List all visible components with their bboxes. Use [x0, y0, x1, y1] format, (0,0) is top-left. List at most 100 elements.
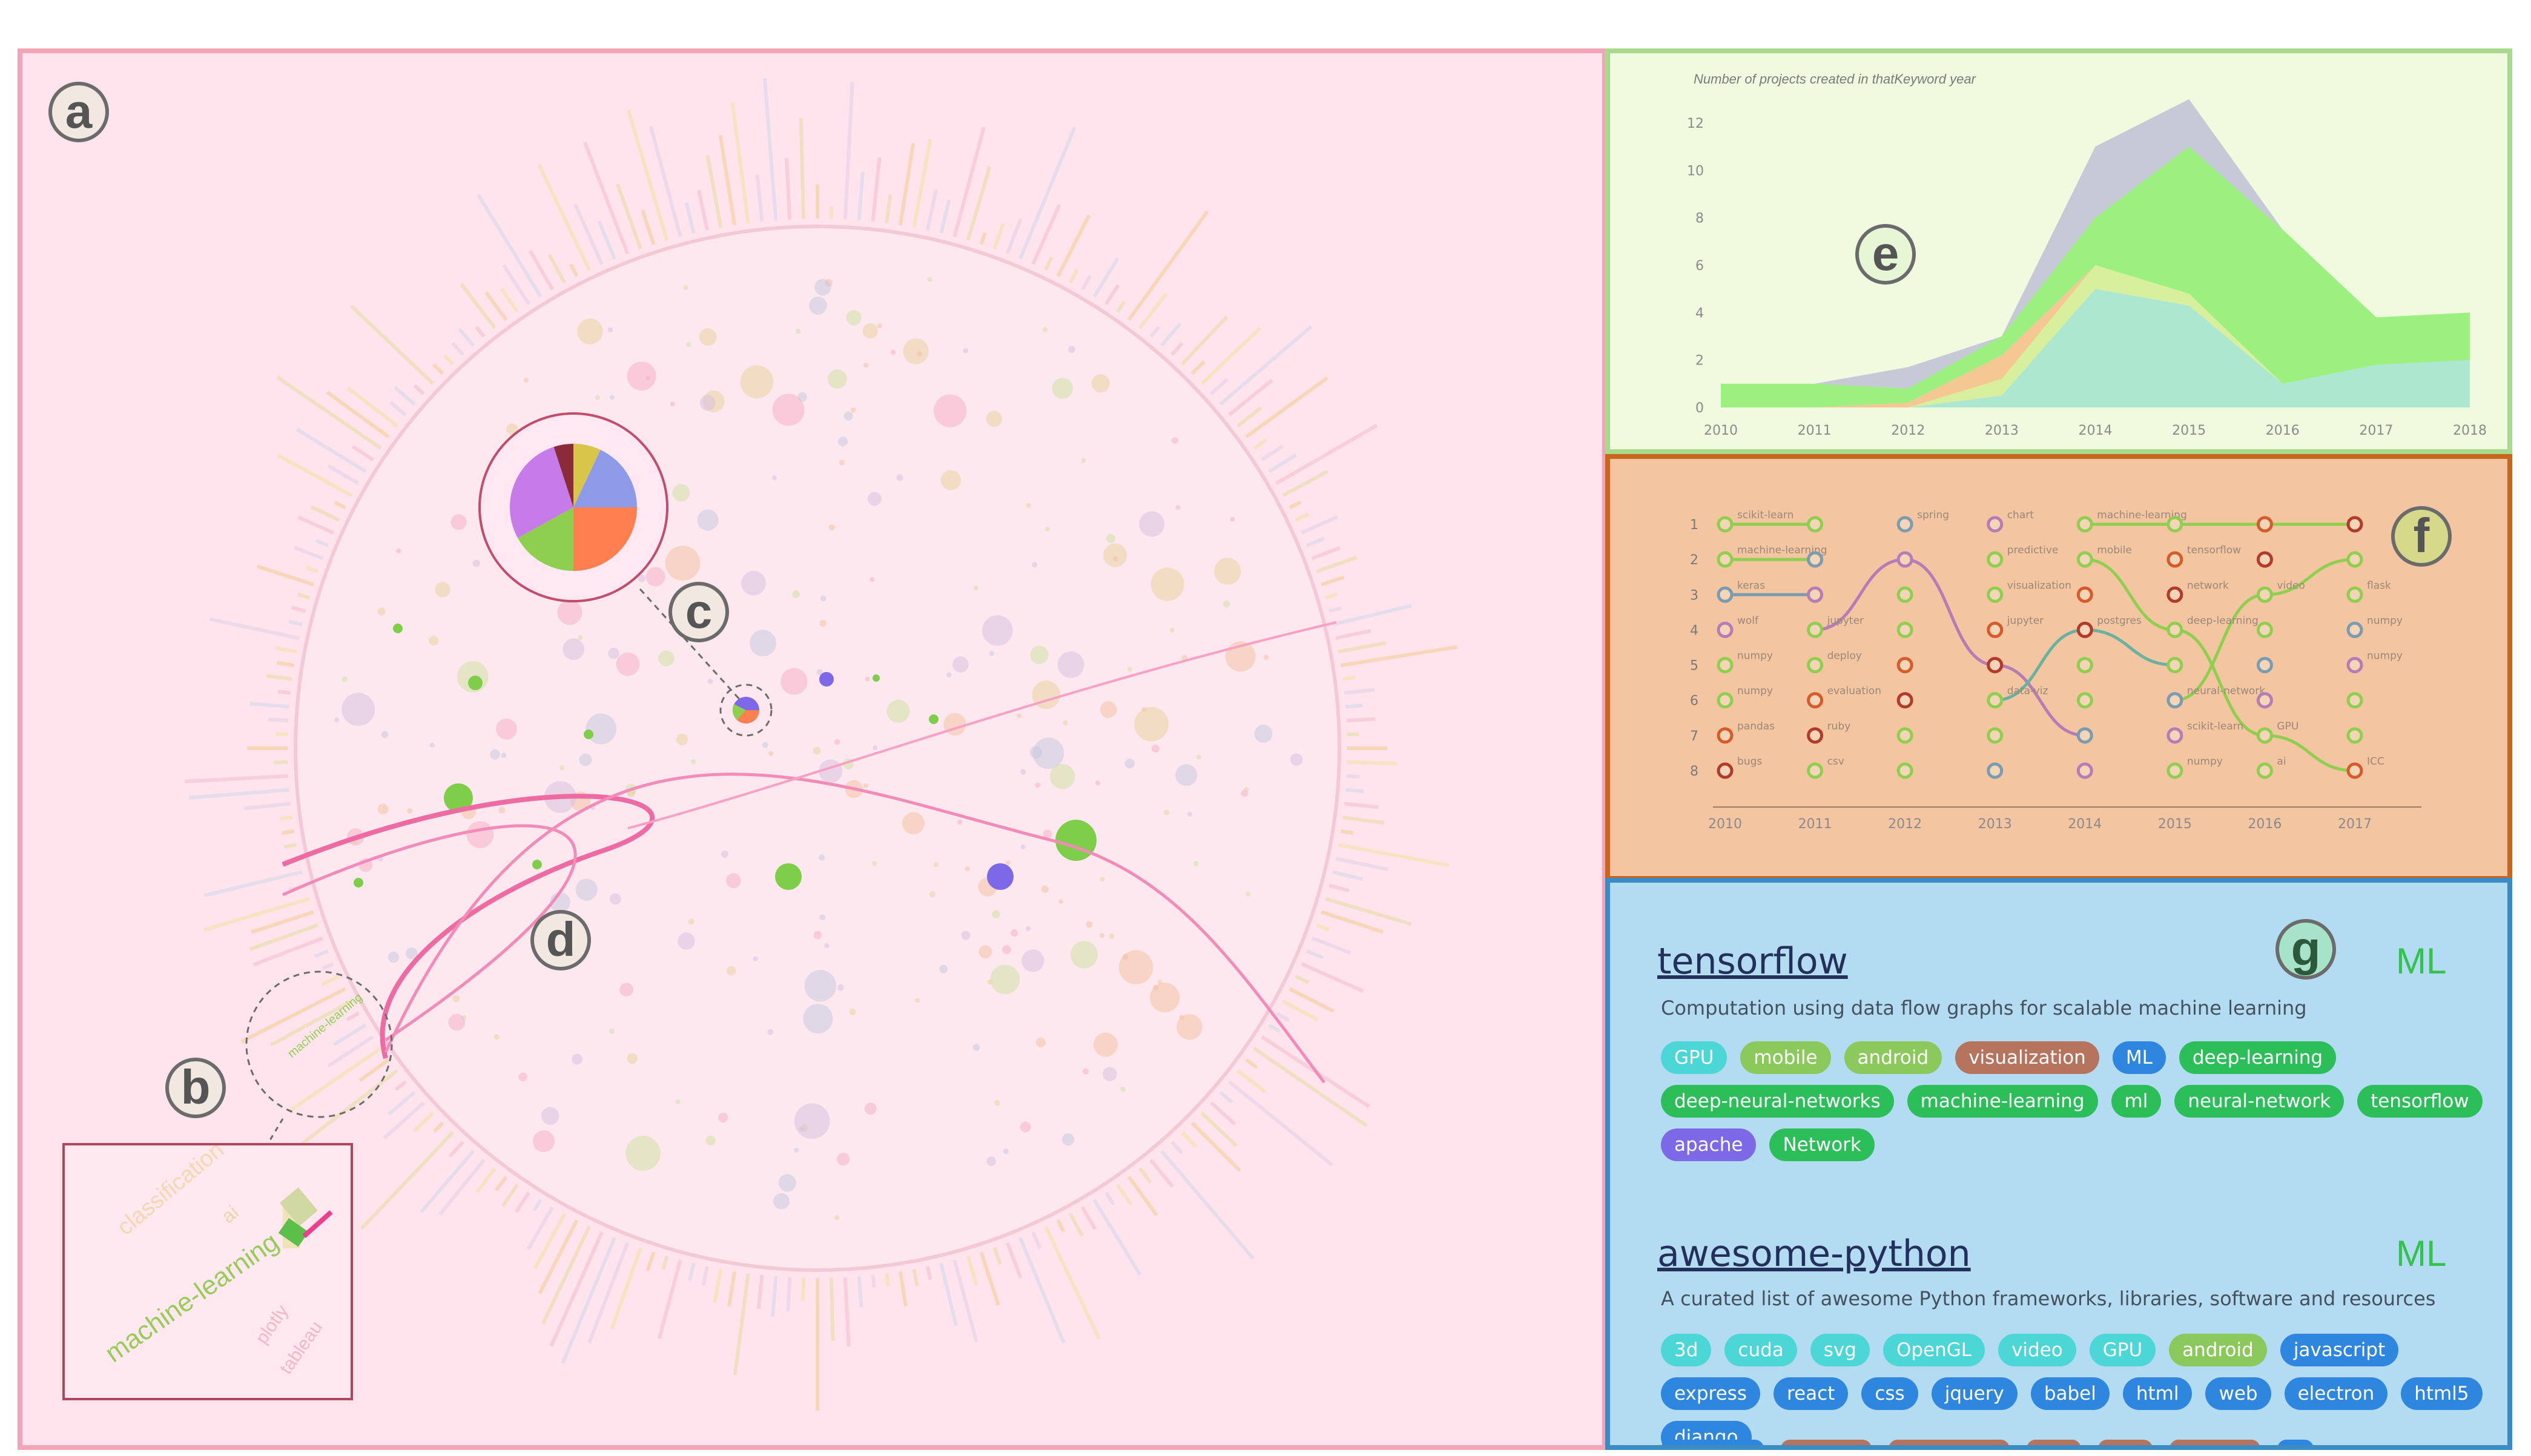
rank-node[interactable] — [2166, 657, 2183, 674]
project-bubble[interactable] — [824, 943, 830, 948]
project-bubble[interactable] — [1021, 949, 1044, 972]
project-bubble[interactable] — [795, 328, 801, 334]
project-bubble[interactable] — [429, 636, 439, 646]
keyword-tag[interactable]: html5 — [2401, 1377, 2483, 1410]
keyword-tag[interactable]: babel — [2030, 1377, 2110, 1410]
keyword-tag[interactable]: GPU — [1661, 1041, 1727, 1074]
rank-node[interactable] — [2076, 586, 2093, 603]
project-bubble[interactable] — [435, 582, 450, 598]
project-bubble[interactable] — [989, 651, 994, 656]
rank-node[interactable] — [1896, 692, 1913, 709]
rank-node[interactable] — [1896, 657, 1913, 674]
area-series[interactable] — [1721, 99, 2470, 389]
rank-node[interactable] — [1987, 657, 2004, 674]
rank-node[interactable] — [1717, 516, 1734, 533]
project-bubble[interactable] — [501, 753, 507, 758]
project-bubble[interactable] — [872, 861, 877, 866]
project-bubble[interactable] — [990, 964, 1020, 995]
rank-node[interactable] — [1717, 762, 1734, 779]
rank-node[interactable] — [1807, 586, 1824, 603]
project-bubble[interactable] — [1095, 780, 1100, 786]
rank-node[interactable] — [2076, 727, 2093, 744]
project-bubble[interactable] — [1230, 516, 1235, 522]
project-bubble[interactable] — [1081, 458, 1086, 463]
project-bubble[interactable] — [342, 693, 375, 726]
project-bubble[interactable] — [1139, 511, 1165, 537]
project-bubble[interactable] — [929, 891, 936, 897]
bump-chart[interactable]: 1 2 3 4 5 6 7 8 2010 2011 2012 2013 2014 2015 2016 2017… — [1610, 459, 2512, 881]
project-bubble[interactable] — [1171, 437, 1178, 444]
keyword-tag[interactable]: neural-network — [2174, 1085, 2345, 1118]
pie-slice[interactable] — [510, 447, 573, 538]
keyword-tag[interactable]: web — [2205, 1377, 2271, 1410]
project-bubble[interactable] — [1041, 885, 1049, 893]
rank-node[interactable] — [1896, 621, 1913, 638]
project-bubble[interactable] — [939, 964, 948, 973]
rank-node[interactable] — [2166, 762, 2183, 779]
project-bubble[interactable] — [1020, 769, 1026, 775]
project-bubble[interactable] — [448, 1013, 466, 1031]
rank-node[interactable] — [1807, 516, 1824, 533]
project-bubble[interactable] — [863, 783, 869, 788]
project-bubble[interactable] — [607, 327, 613, 332]
project-bubble[interactable] — [472, 559, 480, 567]
project-bubble[interactable] — [578, 635, 583, 641]
project-bubble[interactable] — [532, 1130, 555, 1153]
rank-node[interactable] — [2256, 551, 2273, 568]
project-bubble[interactable] — [616, 652, 640, 676]
project-bubble[interactable] — [794, 1103, 830, 1139]
repo-name-link[interactable]: tensorflow — [1657, 940, 1848, 983]
project-bubble[interactable] — [1176, 1014, 1203, 1040]
keyword-bubble[interactable] — [873, 674, 880, 682]
project-bubble[interactable] — [839, 460, 845, 466]
rank-node[interactable] — [2346, 762, 2363, 779]
project-bubble[interactable] — [803, 1004, 833, 1033]
project-bubble[interactable] — [718, 1112, 728, 1123]
project-bubble[interactable] — [1049, 763, 1075, 789]
project-bubble[interactable] — [1290, 753, 1303, 766]
project-bubble[interactable] — [675, 1099, 681, 1104]
rank-node[interactable] — [2166, 621, 2183, 638]
project-bubble[interactable] — [986, 1156, 996, 1166]
project-bubble[interactable] — [595, 395, 601, 400]
project-bubble[interactable] — [867, 492, 882, 506]
rank-node[interactable] — [1807, 762, 1824, 779]
rank-node[interactable] — [2346, 586, 2363, 603]
rank-node[interactable] — [1896, 551, 1913, 568]
project-bubble[interactable] — [1035, 1037, 1046, 1047]
rank-node[interactable] — [1896, 586, 1913, 603]
project-bubble[interactable] — [1100, 877, 1105, 882]
keyword-tag[interactable]: android — [1844, 1041, 1942, 1074]
project-bubble[interactable] — [699, 395, 716, 411]
rank-node[interactable] — [1807, 621, 1824, 638]
project-bubble[interactable] — [726, 966, 736, 976]
project-bubble[interactable] — [864, 1102, 877, 1115]
keyword-tag[interactable]: machine-learning — [1907, 1085, 2098, 1118]
project-bubble[interactable] — [1103, 543, 1127, 567]
project-bubble[interactable] — [946, 672, 952, 678]
selected-node-pie[interactable] — [510, 444, 637, 571]
project-bubble[interactable] — [541, 1107, 559, 1125]
project-bubble[interactable] — [819, 914, 826, 921]
project-bubble[interactable] — [767, 1029, 774, 1035]
project-bubble[interactable] — [506, 423, 518, 435]
project-bubble[interactable] — [1151, 744, 1160, 753]
rank-node[interactable] — [2346, 516, 2363, 533]
project-bubble[interactable] — [575, 878, 598, 901]
project-bubble[interactable] — [1244, 786, 1249, 792]
project-bubble[interactable] — [1141, 707, 1147, 712]
project-bubble[interactable] — [834, 1215, 840, 1220]
rank-node[interactable] — [2346, 657, 2363, 674]
project-bubble[interactable] — [1150, 567, 1184, 601]
rank-node[interactable] — [2256, 621, 2273, 638]
keyword-bubble[interactable] — [444, 783, 473, 812]
project-bubble[interactable] — [749, 630, 776, 657]
project-bubble[interactable] — [1068, 346, 1075, 353]
rank-node[interactable] — [1987, 762, 2004, 779]
project-bubble[interactable] — [886, 699, 910, 723]
project-bubble[interactable] — [818, 854, 825, 861]
keyword-tag[interactable]: Network — [1769, 1128, 1875, 1161]
project-bubble[interactable] — [957, 819, 963, 825]
project-bubble[interactable] — [1070, 941, 1098, 969]
project-bubble[interactable] — [1044, 527, 1050, 532]
